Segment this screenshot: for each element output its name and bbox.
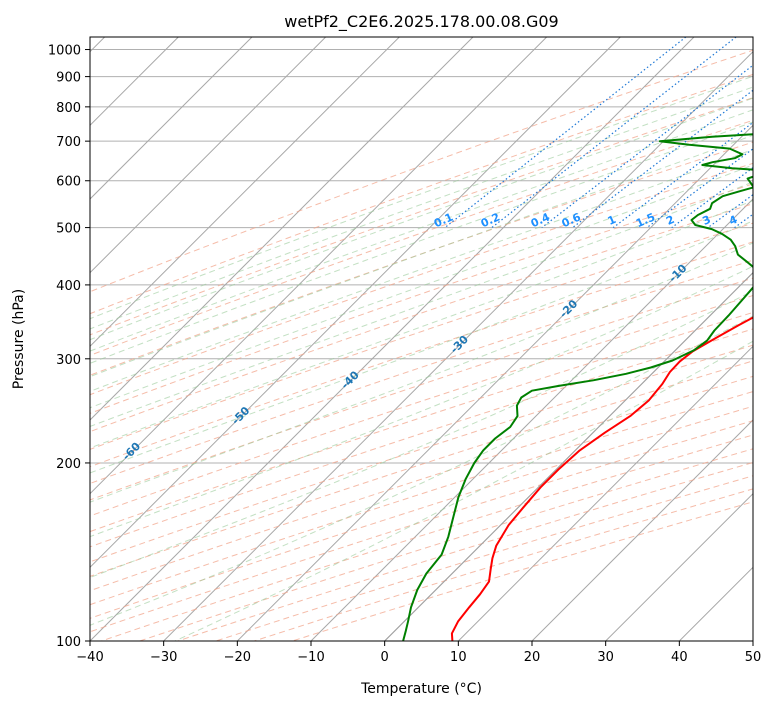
y-tick-label: 700 [56, 135, 81, 150]
y-tick-label: 100 [56, 635, 81, 650]
isotherm-line [90, 37, 548, 495]
moist-adiabat-line [90, 109, 753, 352]
moist-adiabat-line [90, 265, 753, 538]
moist-adiabat-line [90, 200, 753, 449]
y-tick-label: 800 [56, 101, 81, 116]
y-tick-label: 500 [56, 222, 81, 237]
y-tick-label: 1000 [48, 44, 81, 59]
x-axis-title: Temperature (°C) [360, 681, 482, 697]
dry-adiabat-line [90, 119, 753, 356]
isotherm-line [605, 492, 753, 641]
moist-adiabat-line [90, 121, 753, 364]
profile-series [402, 133, 753, 641]
mixing-ratio-line [572, 89, 753, 229]
zero-isotherm-line [384, 271, 753, 641]
x-tick-label: −30 [150, 650, 177, 665]
moist-adiabat-line [90, 164, 753, 409]
y-tick-label: 600 [56, 175, 81, 190]
dry-adiabat-line [90, 73, 753, 315]
chart-title: wetPf2_C2E6.2025.178.00.08.G09 [284, 12, 558, 32]
moist-adiabat-line [90, 97, 753, 341]
x-tick-label: 50 [745, 650, 762, 665]
isotherm-line [457, 345, 753, 641]
x-tick-label: 30 [597, 650, 614, 665]
moist-adiabat-line [90, 148, 753, 392]
y-tick-label: 400 [56, 279, 81, 294]
dry-adiabat-line [90, 360, 753, 577]
moist-adiabat-line [90, 315, 753, 626]
dry-adiabat-line [90, 97, 753, 336]
y-tick-label: 900 [56, 71, 81, 86]
dry-adiabat-line [90, 49, 753, 293]
isotherm-line [90, 37, 400, 348]
isotherm-line [90, 37, 253, 200]
dry-adiabat-line [90, 162, 753, 396]
dewpoint-profile-line [402, 133, 753, 641]
y-axis-title: Pressure (hPa) [11, 289, 27, 389]
isotherm-line [90, 37, 474, 421]
x-axis: −40 −30 −20 −10 0 10 20 30 40 50 [76, 641, 761, 665]
temperature-profile-line [450, 316, 753, 641]
moist-adiabat-line [90, 242, 753, 503]
moist-adiabat-line [90, 86, 753, 330]
x-tick-label: 40 [671, 650, 688, 665]
isotherm-line [163, 50, 753, 641]
isotherm-line [236, 124, 753, 641]
isotherm-line [90, 37, 327, 274]
moist-adiabats [90, 75, 753, 641]
x-tick-label: −40 [76, 650, 103, 665]
dry-adiabat-line [90, 375, 753, 592]
plot-area: 0.10.20.40.611.52346810131620253036 -100… [90, 37, 753, 641]
x-tick-label: −20 [224, 650, 251, 665]
dry-adiabat-line [90, 141, 753, 376]
isotherm-line [310, 198, 753, 641]
mixing-ratio-line [612, 121, 753, 229]
x-tick-label: 10 [450, 650, 467, 665]
mixing-ratio-line [541, 64, 753, 229]
y-axis: 1000 900 800 700 600 500 400 300 200 100 [48, 44, 90, 650]
dry-adiabat-line [90, 328, 753, 548]
isotherm-line [531, 419, 753, 641]
dry-adiabat-line [90, 241, 753, 468]
isotherm-line [90, 37, 621, 569]
plot-frame [89, 36, 754, 642]
dry-adiabat-line [90, 277, 753, 501]
moist-adiabat-line [90, 181, 753, 427]
dry-adiabat-line [90, 222, 753, 450]
x-tick-label: −10 [297, 650, 324, 665]
x-tick-label: 20 [524, 650, 541, 665]
moist-adiabat-line [174, 340, 753, 641]
y-tick-label: 300 [56, 353, 81, 368]
isotherm-line [90, 37, 695, 641]
x-tick-label: 0 [381, 650, 389, 665]
freezing-level-isotherm [384, 271, 753, 641]
dry-adiabat-line [90, 311, 753, 533]
y-tick-label: 200 [56, 457, 81, 472]
